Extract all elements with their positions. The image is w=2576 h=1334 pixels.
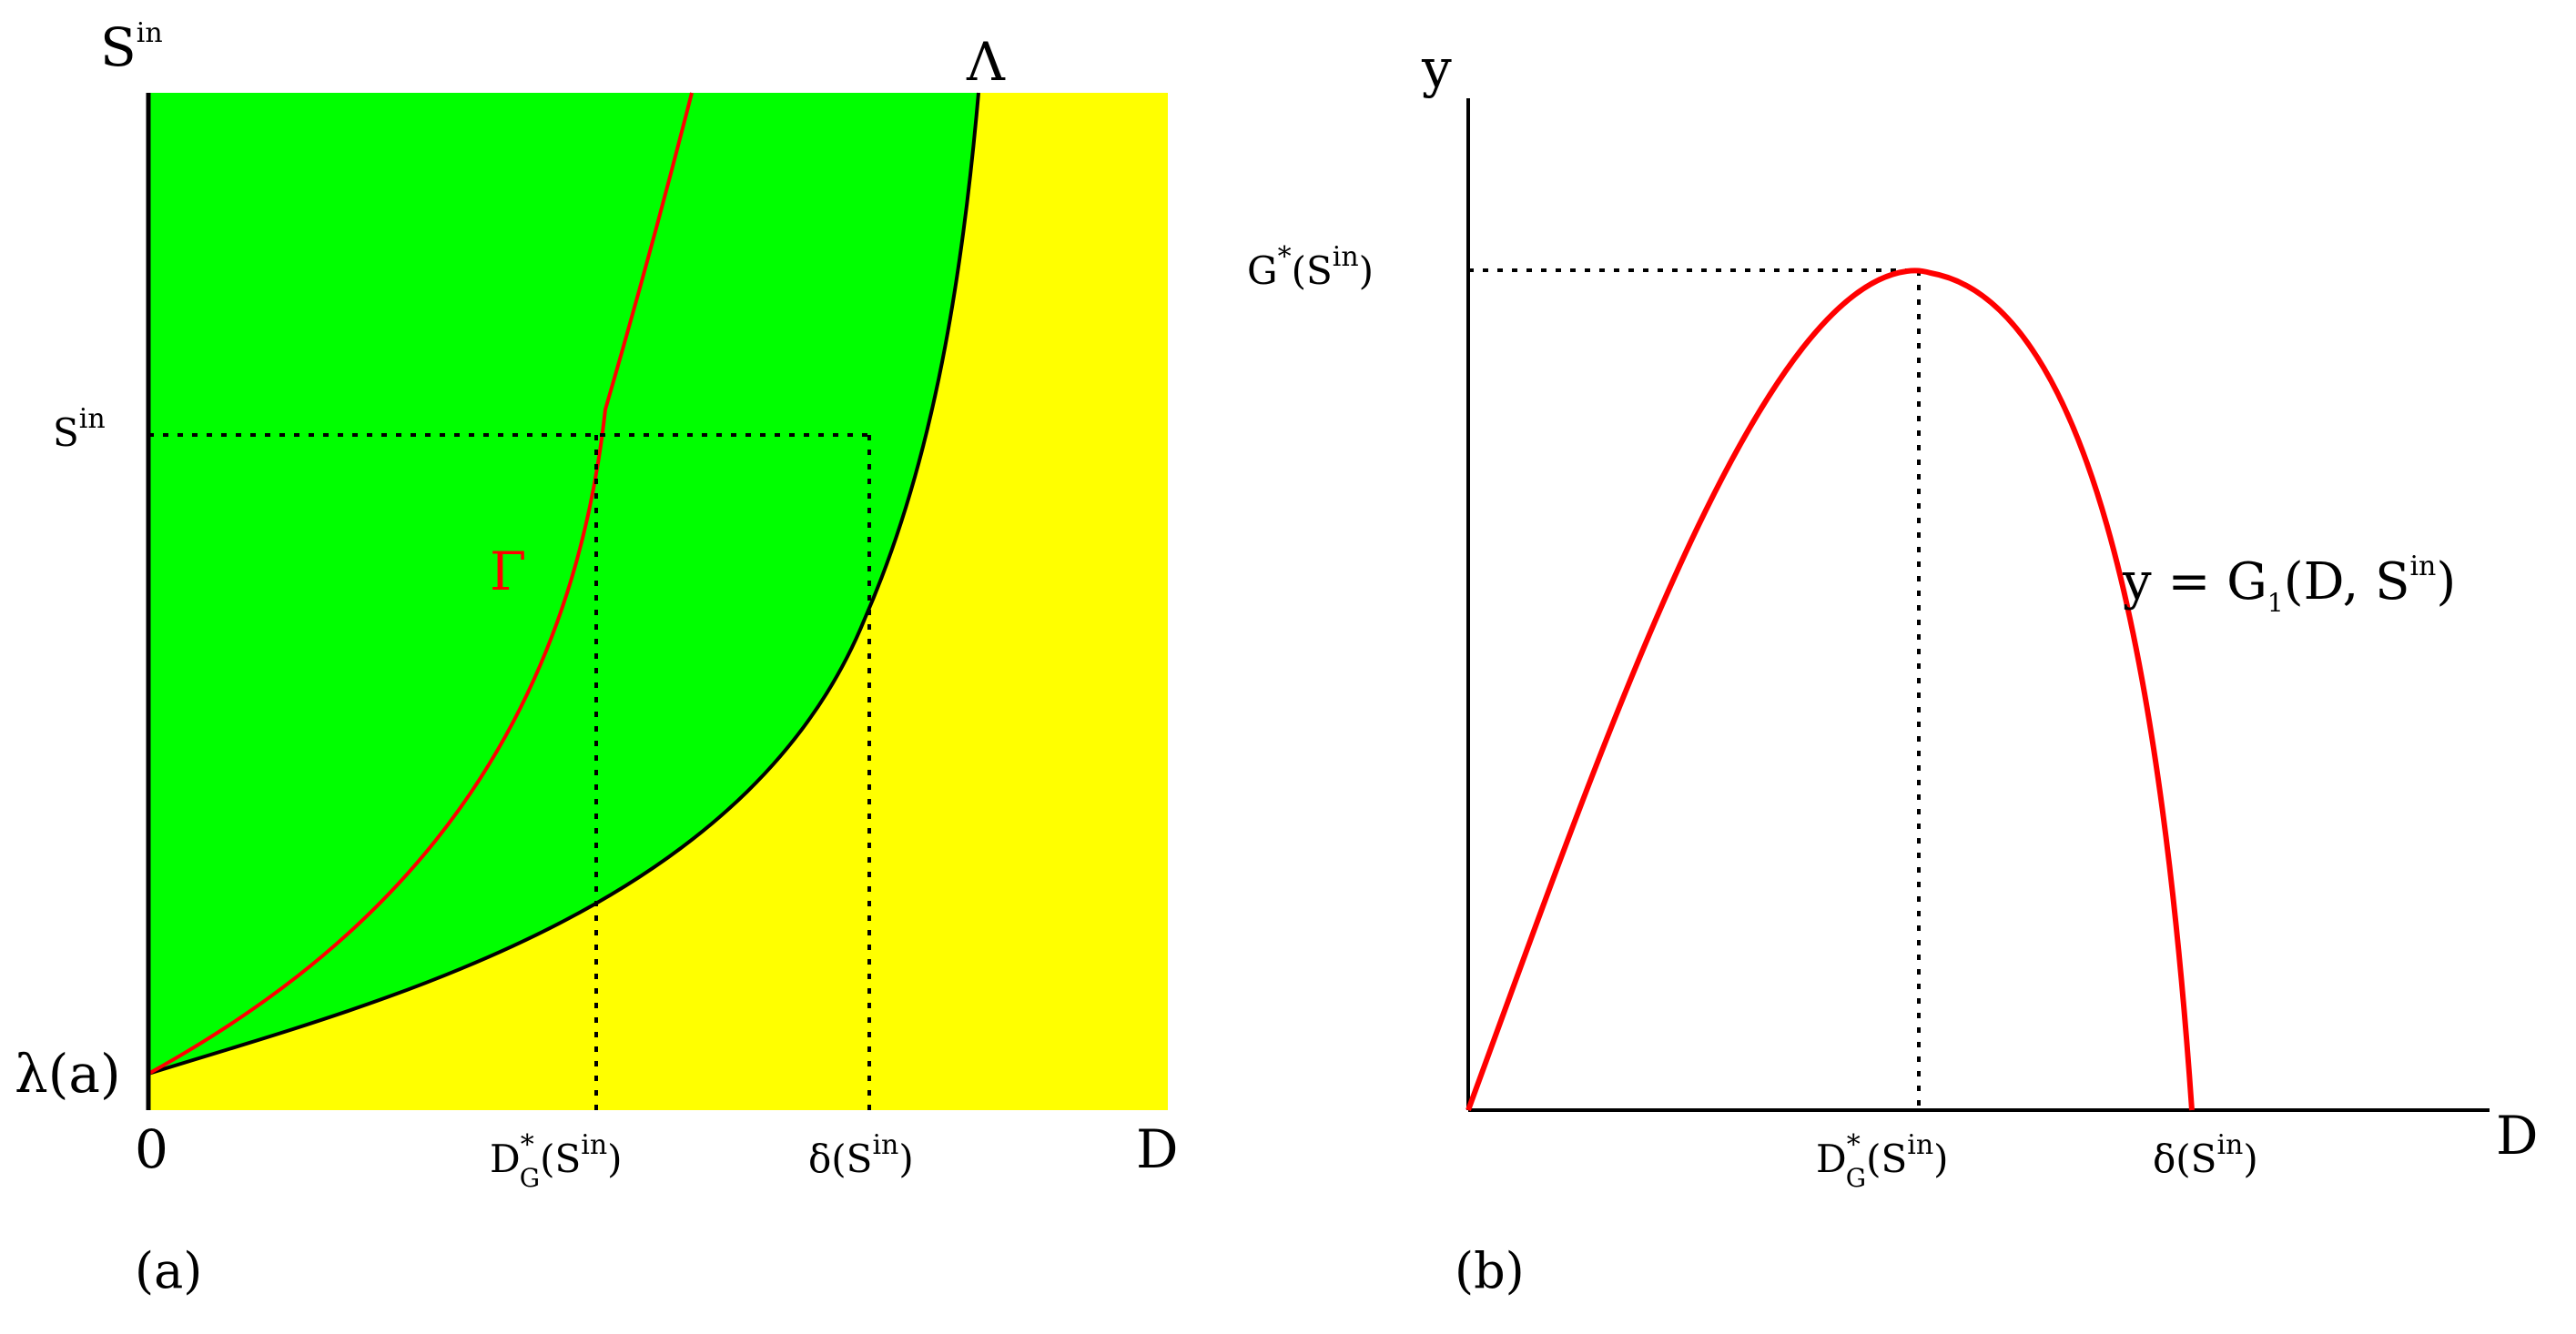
panel-b-y-axis-label: y <box>1421 37 1452 99</box>
panel-b-curve-label: y = G1(D, Sin) <box>2122 551 2456 618</box>
panel-a-gamma-label: Γ <box>490 541 526 602</box>
g1-curve <box>1465 268 2195 1112</box>
panel-b-x-axis-label: D <box>2496 1105 2539 1167</box>
panel-b-caption: (b) <box>1455 1242 1525 1299</box>
panel-b: y D G*(Sin) y = G1(D, Sin) D* G(Sin) δ(Si… <box>1247 37 2539 1299</box>
panel-a: Sin Λ Γ Sin λ(a) 0 D D* G(Sin) δ(Sin) (a) <box>15 16 1179 1299</box>
gamma-curve <box>147 92 694 1076</box>
panel-a-intercept-label: λ(a) <box>15 1043 121 1105</box>
panel-b-dg-tick: D* G(Sin) <box>1816 1129 1949 1193</box>
panel-a-caption: (a) <box>135 1242 202 1299</box>
panel-a-dg-tick: D* G(Sin) <box>490 1129 623 1193</box>
panel-b-max-tick: G*(Sin) <box>1247 241 1374 293</box>
panel-a-y-axis-label: Sin <box>100 16 163 78</box>
stable-region <box>148 93 979 1074</box>
lambda-curve <box>147 92 980 1076</box>
panel-a-x-axis-label: D <box>1136 1118 1179 1180</box>
panel-a-origin-label: 0 <box>135 1118 168 1180</box>
panel-a-lambda-label: Λ <box>966 31 1006 93</box>
panel-a-sin-tick: Sin <box>53 403 106 455</box>
panel-a-delta-tick: δ(Sin) <box>808 1129 914 1181</box>
panel-b-delta-tick: δ(Sin) <box>2153 1129 2258 1181</box>
